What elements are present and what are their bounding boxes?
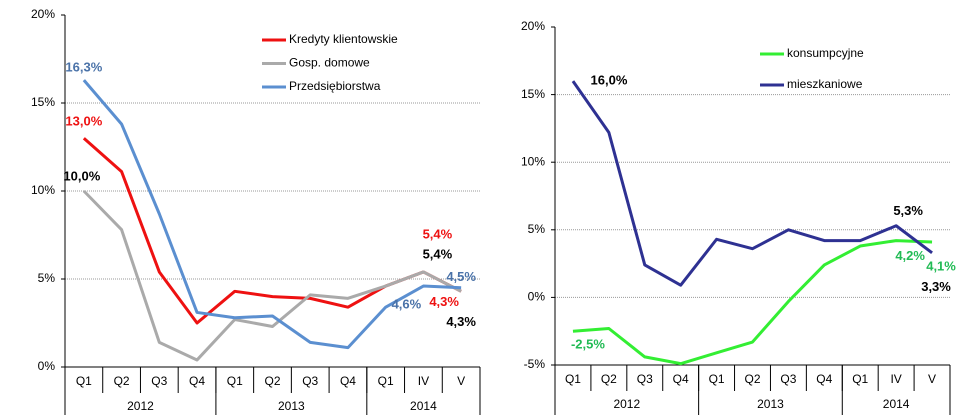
value-label: 4,3%	[429, 294, 459, 309]
x-tick-label: Q2	[114, 374, 130, 388]
x-tick-label: Q4	[816, 372, 832, 386]
group-label: 2014	[410, 399, 437, 413]
value-label: 3,3%	[921, 279, 951, 294]
legend-label: Kredyty klientowskie	[289, 32, 398, 46]
x-tick-label: Q3	[302, 374, 318, 388]
legend-label: mieszkaniowe	[787, 77, 863, 91]
legend-label: Gosp. domowe	[289, 56, 370, 70]
series-line	[82, 189, 462, 362]
series-line	[572, 239, 933, 366]
x-tick-label: Q1	[227, 374, 243, 388]
x-tick-label: Q3	[780, 372, 796, 386]
x-tick-label: Q4	[189, 374, 205, 388]
group-label: 2014	[883, 397, 910, 411]
value-label: 5,4%	[423, 246, 453, 261]
x-tick-label: V	[457, 374, 465, 388]
x-tick-label: Q2	[264, 374, 280, 388]
y-tick-label: -5%	[524, 357, 546, 371]
value-label: 13,0%	[65, 114, 102, 129]
value-label: 4,6%	[392, 296, 422, 311]
series-line	[82, 79, 462, 350]
legend-label: Przedsiębiorstwa	[289, 79, 381, 93]
group-label: 2013	[278, 399, 305, 413]
x-tick-label: Q3	[637, 372, 653, 386]
series-line	[571, 80, 933, 287]
y-tick-label: 15%	[31, 95, 55, 109]
x-tick-label: Q4	[673, 372, 689, 386]
value-label: 5,3%	[893, 203, 923, 218]
x-tick-label: Q3	[151, 374, 167, 388]
x-tick-label: Q1	[852, 372, 868, 386]
group-label: 2012	[613, 397, 640, 411]
y-tick-label: 0%	[38, 359, 56, 373]
x-tick-label: IV	[418, 374, 429, 388]
value-label: -2,5%	[571, 337, 605, 352]
x-tick-label: Q2	[601, 372, 617, 386]
value-label: 4,5%	[446, 269, 476, 284]
y-tick-label: 20%	[31, 7, 55, 21]
value-label: 10,0%	[63, 168, 100, 183]
y-tick-label: 10%	[521, 154, 545, 168]
x-tick-label: Q1	[709, 372, 725, 386]
value-label: 4,2%	[895, 248, 925, 263]
group-label: 2013	[757, 397, 784, 411]
x-tick-label: Q1	[76, 374, 92, 388]
value-label: 16,0%	[591, 73, 628, 88]
value-label: 4,3%	[446, 314, 476, 329]
x-tick-label: IV	[890, 372, 901, 386]
x-tick-label: Q2	[744, 372, 760, 386]
y-tick-label: 20%	[521, 19, 545, 33]
y-tick-label: 15%	[521, 87, 545, 101]
legend-label: konsumpcyjne	[787, 46, 864, 60]
y-tick-label: 5%	[38, 271, 56, 285]
value-label: 16,3%	[65, 60, 102, 75]
group-label: 2012	[127, 399, 154, 413]
x-tick-label: V	[928, 372, 936, 386]
y-tick-label: 5%	[528, 222, 546, 236]
x-tick-label: Q1	[378, 374, 394, 388]
value-label: 4,1%	[926, 258, 956, 273]
y-tick-label: 0%	[528, 290, 546, 304]
value-label: 5,4%	[423, 226, 453, 241]
x-tick-label: Q1	[565, 372, 581, 386]
y-tick-label: 10%	[31, 183, 55, 197]
x-tick-label: Q4	[340, 374, 356, 388]
